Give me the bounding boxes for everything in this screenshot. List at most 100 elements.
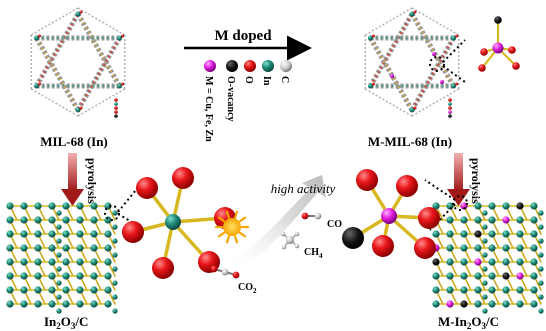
carbon-atom: [294, 243, 300, 249]
oxygen-atom: [37, 34, 41, 38]
indium-atom: [114, 102, 118, 106]
indium-atom: [446, 216, 454, 224]
oxygen-vacancy: [342, 227, 364, 249]
oxygen-atom: [136, 177, 158, 199]
indium-atom: [538, 280, 544, 286]
oxygen-atom: [396, 175, 418, 197]
indium-atom: [516, 244, 524, 252]
indium-atom: [33, 83, 39, 89]
oxygen-atom: [122, 221, 144, 243]
indium-atom: [482, 252, 488, 258]
indium-atom: [530, 244, 538, 252]
oxygen-atom: [114, 106, 118, 110]
indium-atom: [446, 286, 454, 294]
indium-atom: [6, 300, 14, 308]
indium-atom: [20, 244, 28, 252]
indium-atom: [6, 272, 14, 280]
indium-atom: [262, 60, 274, 72]
indium-atom: [474, 286, 482, 294]
m-doped-label: M doped: [214, 28, 272, 44]
oxygen-atom: [210, 265, 218, 273]
oxygen-atom: [371, 82, 375, 86]
framework-strut: [411, 88, 460, 117]
indium-atom: [48, 272, 56, 280]
pyrolysis-arrow-right: pyrolysis: [447, 153, 483, 206]
carbon-atom: [281, 244, 287, 250]
framework-strut: [411, 7, 460, 36]
dopant-metal-atom: [460, 202, 468, 210]
indium-atom: [409, 11, 415, 17]
indium-atom: [104, 258, 112, 266]
oxygen-atom: [121, 34, 125, 38]
indium-atom: [90, 286, 98, 294]
indium-atom: [34, 258, 42, 266]
molecules: [210, 212, 322, 279]
indium-atom: [20, 230, 28, 238]
indium-atom: [488, 258, 496, 266]
indium-atom: [20, 202, 28, 210]
carbon-atom: [294, 231, 300, 237]
indium-atom: [474, 202, 482, 210]
sun-ray: [217, 231, 226, 238]
indium-atom: [104, 286, 112, 294]
framework-strut: [411, 37, 455, 111]
indium-atom: [62, 202, 70, 210]
indium-atom: [482, 266, 488, 272]
indium-atom: [90, 230, 98, 238]
ch4-label: CH4: [304, 247, 323, 260]
carbon-atom: [314, 212, 322, 220]
indium-atom: [34, 286, 42, 294]
ch4-text: CH: [304, 247, 319, 258]
indium-atom: [48, 244, 56, 252]
oxygen-atom: [455, 82, 459, 86]
indium-atom: [460, 230, 468, 238]
oxygen-atom: [512, 62, 520, 70]
in-o-octahedron: [122, 167, 236, 279]
indium-atom: [56, 224, 62, 230]
oxygen-vacancy: [226, 60, 238, 72]
indium-atom: [112, 224, 118, 230]
indium-atom: [76, 202, 84, 210]
dopant-metal-atom: [381, 208, 397, 224]
indium-atom: [474, 244, 482, 252]
carbon-atom: [286, 236, 294, 244]
framework-strut: [35, 13, 79, 87]
indium-atom: [482, 294, 488, 300]
legend-label: O-vacancy: [225, 76, 236, 122]
carbon-atom: [280, 231, 286, 237]
oxygen-vacancy: [474, 230, 482, 238]
oxygen-atom: [244, 60, 256, 72]
indium-atom: [76, 244, 84, 252]
indium-atom: [530, 300, 538, 308]
carbon-atom: [280, 60, 292, 72]
indium-atom: [75, 11, 81, 17]
co2-text: CO: [238, 282, 253, 293]
indium-atom: [56, 280, 62, 286]
indium-atom: [460, 216, 468, 224]
indium-atom: [6, 286, 14, 294]
framework-strut: [364, 88, 413, 117]
indium-atom: [451, 83, 457, 89]
sun-ray: [238, 231, 247, 238]
oxygen-atom: [413, 106, 417, 110]
indium-atom: [482, 280, 488, 286]
indium-atom: [502, 230, 510, 238]
framework-strut: [411, 13, 455, 87]
indium-atom: [76, 258, 84, 266]
dopant-metal-atom: [492, 42, 504, 54]
indium-atom: [482, 224, 488, 230]
indium-atom: [112, 210, 118, 216]
oxygen-atom: [448, 106, 452, 110]
oxygen-vacancy: [494, 16, 502, 24]
dopant-metal-atom: [474, 258, 482, 266]
indium-atom: [62, 258, 70, 266]
indium-atom: [62, 244, 70, 252]
indium-atom: [20, 300, 28, 308]
indium-atom: [451, 35, 457, 41]
indium-atom: [530, 202, 538, 210]
carbon-atom: [221, 268, 229, 276]
oxygen-atom: [301, 212, 309, 220]
indium-atom: [538, 294, 544, 300]
in2o3-c-label: In2O3/C: [44, 314, 88, 331]
